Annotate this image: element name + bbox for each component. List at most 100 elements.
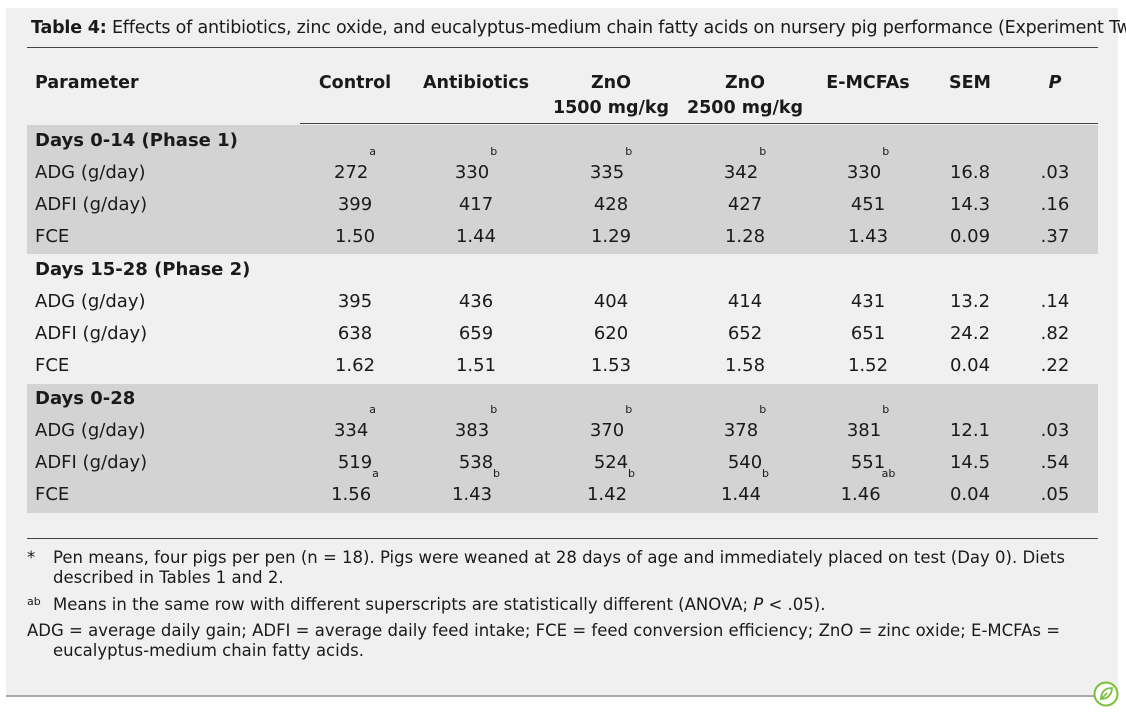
sem-cell: 13.2 (949, 291, 991, 312)
table-row: ADG (g/day) 395 436 404 414 431 13.2 .14 (27, 286, 1098, 318)
value-cell: 551 (813, 447, 923, 479)
sem-cell: 0.04 (949, 484, 991, 505)
header-control: Control (318, 73, 392, 93)
table-row: ADFI (g/day) 519 538 524 540 551 14.5 .54 (27, 447, 1098, 479)
value-cell: 330b (421, 146, 531, 189)
row-label: FCE (35, 226, 70, 247)
p-cell: .37 (1040, 226, 1070, 247)
sem-cell: 12.1 (949, 420, 991, 441)
cell-superscript: a (372, 467, 379, 480)
cell-superscript: b (882, 145, 890, 158)
cell-value: 1.44 (720, 484, 762, 505)
value-cell: 383b (421, 404, 531, 447)
band-phase-1 (27, 125, 1098, 254)
cell-value: 620 (593, 323, 629, 344)
row-label: ADFI (g/day) (35, 323, 148, 344)
cell-value: 330 (454, 162, 490, 183)
cell-value: 1.53 (590, 355, 632, 376)
cell-superscript: b (625, 403, 633, 416)
value-cell: 414 (690, 286, 800, 318)
value-cell: 519 (300, 447, 410, 479)
cell-superscript: b (759, 145, 767, 158)
caption-text: Effects of antibiotics, zinc oxide, and … (111, 18, 1126, 38)
value-cell: 1.42b (556, 468, 666, 511)
table-row: FCE 1.50 1.44 1.29 1.28 1.43 0.09 .37 (27, 221, 1098, 253)
cell-value: 395 (337, 291, 373, 312)
header-p: P (1048, 73, 1062, 93)
section-row: Days 15-28 (Phase 2) (27, 254, 1098, 286)
value-cell: 524 (556, 447, 666, 479)
footnote-ab: ab Means in the same row with different … (27, 595, 1087, 615)
table-row: FCE 1.56a 1.43b 1.42b 1.44b 1.46ab 0.04.05 (27, 468, 1098, 511)
table-bottom-rule (27, 538, 1098, 539)
table-caption: Table 4: Effects of antibiotics, zinc ox… (31, 18, 1126, 38)
value-cell: 451 (813, 189, 923, 221)
header-zno-2500-line1: ZnO (724, 73, 766, 93)
cell-value: 1.28 (724, 226, 766, 247)
cell-value: 1.52 (847, 355, 889, 376)
cell-value: 399 (337, 194, 373, 215)
p-cell: .03 (1040, 162, 1070, 183)
band-days-0-28 (27, 384, 1098, 513)
value-cell: 330b (813, 146, 923, 189)
value-cell: 538 (421, 447, 531, 479)
cell-value: 378 (723, 420, 759, 441)
value-cell: 404 (556, 286, 666, 318)
cell-value: 381 (846, 420, 882, 441)
cell-superscript: b (628, 467, 636, 480)
header-zno-1500-line1: ZnO (590, 73, 632, 93)
caption-label: Table 4: (31, 18, 107, 38)
cell-superscript: ab (881, 467, 896, 480)
header-zno-1500: ZnO 1500 mg/kg (550, 71, 672, 121)
section-row: Days 0-14 (Phase 1) (27, 125, 1098, 157)
value-cell: 381b (813, 404, 923, 447)
row-label: ADG (g/day) (35, 291, 146, 312)
row-label: FCE (35, 355, 70, 376)
sem-cell: 14.3 (949, 194, 991, 215)
cell-value: 1.42 (586, 484, 628, 505)
section-title: Days 15-28 (Phase 2) (35, 259, 251, 280)
cell-superscript: a (369, 145, 377, 158)
cell-value: 1.29 (590, 226, 632, 247)
table-row: ADG (g/day) 334a 383b 370b 378b 381b 12.1.03 (27, 404, 1098, 447)
table-panel (6, 8, 1118, 696)
header-zno-1500-line2: 1500 mg/kg (552, 98, 670, 118)
value-cell: 651 (813, 318, 923, 350)
section-row: Days 0-28 (27, 383, 1098, 415)
row-label: ADFI (g/day) (35, 194, 148, 215)
p-cell: .82 (1040, 323, 1070, 344)
row-label: ADG (g/day) (35, 162, 146, 183)
footnote-ab-p: P (753, 595, 764, 614)
value-cell: 334a (300, 404, 410, 447)
header-parameter: Parameter (35, 73, 139, 93)
value-cell: 342b (690, 146, 800, 189)
value-cell: 427 (690, 189, 800, 221)
p-cell: .54 (1040, 452, 1070, 473)
sem-cell: 0.09 (949, 226, 991, 247)
cell-value: 538 (458, 452, 494, 473)
sem-cell: 16.8 (949, 162, 991, 183)
cell-value: 431 (850, 291, 886, 312)
header-zno-2500-line2: 2500 mg/kg (686, 98, 804, 118)
header-rule (300, 123, 1098, 124)
footnote-ab-text: Means in the same row with different sup… (27, 595, 1087, 615)
cell-value: 414 (727, 291, 763, 312)
table-row: FCE 1.62 1.51 1.53 1.58 1.52 0.04 .22 (27, 350, 1098, 382)
value-cell: 417 (421, 189, 531, 221)
value-cell: 638 (300, 318, 410, 350)
footnote-ab-text-after: < .05). (763, 595, 826, 614)
panel-bottom-border (6, 695, 1118, 697)
cell-value: 1.43 (847, 226, 889, 247)
value-cell: 1.52 (813, 350, 923, 382)
cell-value: 1.46 (840, 484, 881, 505)
cell-value: 519 (337, 452, 373, 473)
cell-value: 370 (589, 420, 625, 441)
value-cell: 1.53 (556, 350, 666, 382)
cell-value: 638 (337, 323, 373, 344)
leaf-circle-icon (1093, 681, 1119, 707)
value-cell: 1.51 (421, 350, 531, 382)
caption-rule (27, 47, 1098, 48)
cell-value: 1.50 (334, 226, 376, 247)
p-cell: .05 (1040, 484, 1070, 505)
row-label: ADFI (g/day) (35, 452, 148, 473)
